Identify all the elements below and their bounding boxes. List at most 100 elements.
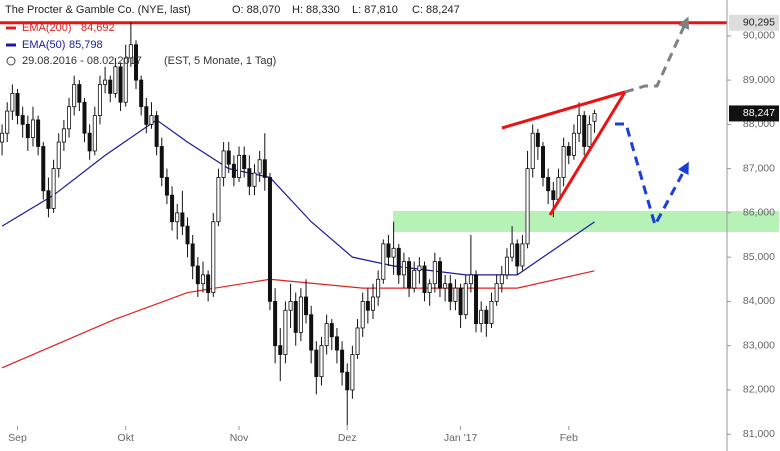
candle-body: [61, 128, 66, 143]
x-tick-label: Nov: [230, 432, 249, 444]
candle-body: [128, 44, 133, 59]
candle-body: [437, 261, 442, 289]
candle-body: [118, 66, 123, 103]
candle-body: [370, 296, 375, 311]
candle-body: [504, 256, 509, 276]
candle-body: [15, 92, 20, 116]
candle-body: [226, 150, 231, 165]
legend-label: EMA(50): [22, 39, 65, 51]
candle-body: [566, 146, 571, 156]
candle-body: [551, 190, 556, 201]
period-note: (EST, 5 Monate, 1 Tag): [164, 55, 276, 67]
candle-body: [237, 154, 242, 178]
chart-title: The Procter & Gamble Co. (NYE, last): [5, 4, 191, 16]
candle-body: [72, 84, 77, 108]
candle-body: [468, 274, 473, 285]
candle-body: [546, 177, 551, 192]
candle-body: [170, 194, 175, 223]
candle-body: [479, 309, 484, 324]
price-badge-label: 90,295: [743, 17, 775, 29]
candle-body: [391, 247, 396, 258]
candle-body: [427, 283, 432, 293]
candle-body: [499, 274, 504, 285]
period: 29.08.2016 - 08.02.2017: [22, 55, 142, 67]
legend-value: 84,692: [81, 22, 115, 34]
candle-body: [67, 106, 72, 130]
candle-body: [298, 296, 303, 333]
candle-body: [515, 243, 520, 267]
x-tick-label: Dez: [338, 432, 357, 444]
candle-body: [340, 349, 345, 373]
candle-body: [463, 283, 468, 316]
candle-body: [525, 168, 530, 245]
candle-body: [82, 101, 87, 134]
candle-body: [407, 261, 412, 289]
candle-body: [113, 66, 118, 94]
candle-body: [154, 115, 159, 147]
candle-body: [175, 212, 180, 223]
scenario-arrow: [624, 16, 689, 94]
candle-body: [520, 243, 525, 267]
last-price-label: 88,247: [743, 107, 775, 119]
candle-body: [345, 371, 350, 391]
ohlc: C: 88,247: [412, 4, 460, 16]
candle-body: [139, 79, 144, 108]
legend-label: EMA(200): [22, 22, 72, 34]
candle-body: [123, 57, 128, 103]
x-tick-label: Feb: [560, 432, 578, 444]
x-tick-label: Sep: [8, 432, 27, 444]
y-tick-label: 90,000: [743, 30, 775, 42]
price-badge: [729, 14, 779, 31]
candle-body: [530, 132, 535, 170]
x-tick-label: Jan '17: [444, 432, 478, 444]
candle-body: [474, 274, 479, 324]
candle-body: [365, 301, 370, 311]
candle-body: [453, 287, 458, 302]
candle-body: [571, 132, 576, 156]
candle-body: [283, 309, 288, 355]
candle-body: [443, 283, 448, 289]
candle-body: [577, 115, 582, 134]
y-tick-label: 89,000: [743, 74, 775, 86]
candle-body: [108, 79, 113, 94]
candle-body: [180, 212, 185, 227]
candle-body: [324, 323, 329, 347]
candle-body: [329, 323, 334, 338]
candle-body: [25, 123, 30, 139]
y-tick-label: 83,000: [743, 339, 775, 351]
candle-body: [293, 301, 298, 333]
candle-body: [51, 168, 56, 209]
candle-body: [87, 132, 92, 152]
candle-body: [200, 274, 205, 285]
candle-body: [41, 146, 46, 192]
candle-body: [288, 301, 293, 311]
scenario-arrow: [615, 122, 689, 229]
candle-body: [401, 261, 406, 276]
candle-body: [36, 119, 41, 147]
candle-body: [278, 345, 283, 355]
candle-body: [46, 190, 51, 209]
candle-body: [422, 265, 427, 293]
ohlc: O: 88,070: [232, 4, 280, 16]
candle-body: [592, 113, 597, 122]
y-tick-label: 82,000: [743, 384, 775, 396]
candle-body: [458, 287, 463, 316]
candle-body: [273, 301, 278, 347]
candle-body: [582, 115, 587, 147]
candle-body: [448, 283, 453, 302]
candle-body: [319, 345, 324, 378]
candle-body: [257, 159, 262, 174]
ohlc: L: 87,810: [352, 4, 398, 16]
candle-body: [386, 243, 391, 258]
candle-body: [535, 132, 540, 147]
candle-body: [164, 177, 169, 196]
candle-body: [92, 115, 97, 152]
candle-body: [56, 141, 61, 170]
candle-body: [334, 336, 339, 351]
candle-body: [587, 123, 592, 147]
candle-body: [350, 354, 355, 391]
candle-body: [309, 314, 314, 351]
candle-body: [206, 274, 211, 293]
candle-body: [510, 243, 515, 258]
